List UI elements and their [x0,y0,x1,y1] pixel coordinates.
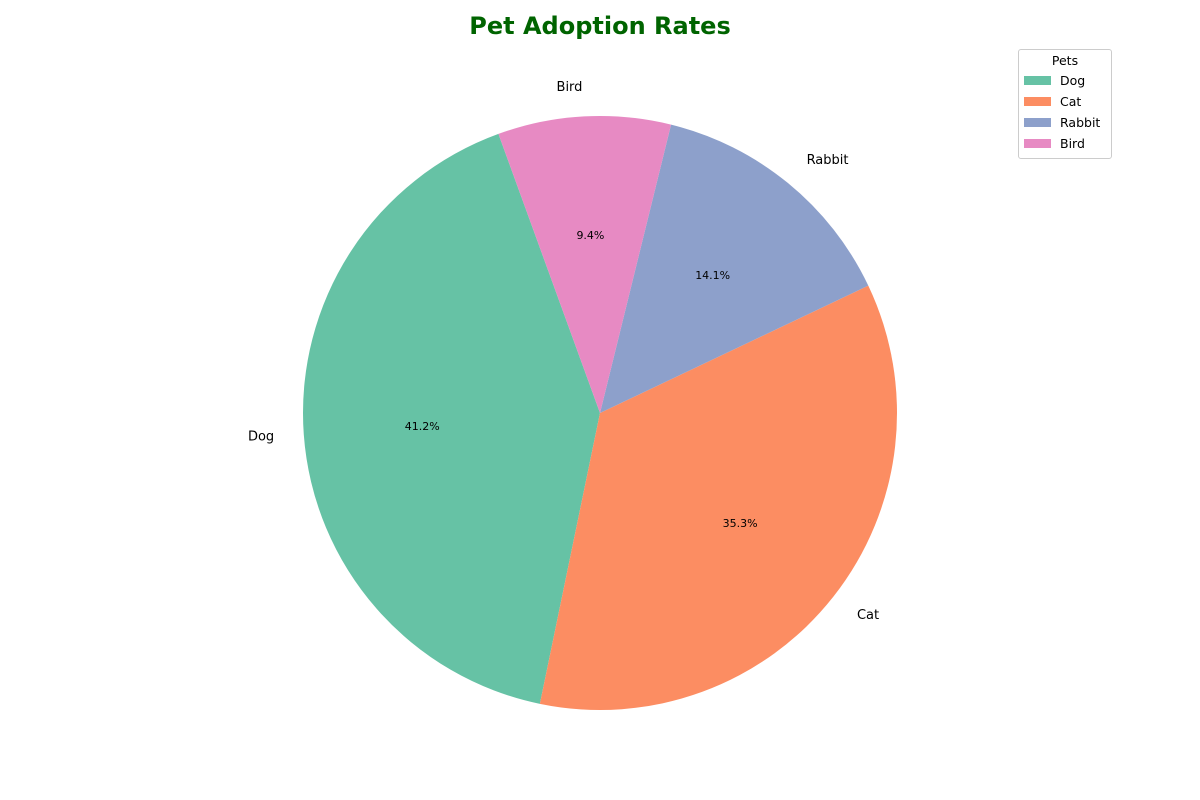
slice-label-dog: Dog [248,430,274,445]
slice-label-cat: Cat [857,608,879,623]
legend-label: Cat [1060,94,1082,109]
legend-label: Dog [1060,73,1086,88]
legend-item-rabbit: Rabbit [1024,112,1106,133]
legend-item-cat: Cat [1024,91,1106,112]
legend-swatch [1024,139,1051,148]
pie-slice-dog [303,133,600,704]
legend-label: Bird [1060,136,1085,151]
pie-slice-rabbit [600,124,869,413]
pie-labels: Dog 41.2% Cat 35.3% Rabbit 14.1% Bird 9.4% [248,80,879,623]
pie-slice-cat [539,285,898,710]
legend: Pets Dog Cat Rabbit Bird [1018,49,1112,159]
legend-item-dog: Dog [1024,70,1106,91]
legend-swatch [1024,76,1051,85]
pct-label-bird: 9.4% [576,229,604,242]
pct-label-dog: 41.2% [405,420,440,433]
legend-swatch [1024,97,1051,106]
legend-items: Dog Cat Rabbit Bird [1024,70,1106,154]
legend-item-bird: Bird [1024,133,1106,154]
chart-title: Pet Adoption Rates [469,12,730,40]
pie-slices [303,115,898,710]
legend-label: Rabbit [1060,115,1101,130]
pct-label-cat: 35.3% [723,517,758,530]
legend-title: Pets [1051,53,1079,68]
pie-slice-bird [498,115,672,413]
slice-label-rabbit: Rabbit [807,153,849,168]
legend-swatch [1024,118,1051,127]
slice-label-bird: Bird [557,80,583,95]
pct-label-rabbit: 14.1% [695,269,730,282]
